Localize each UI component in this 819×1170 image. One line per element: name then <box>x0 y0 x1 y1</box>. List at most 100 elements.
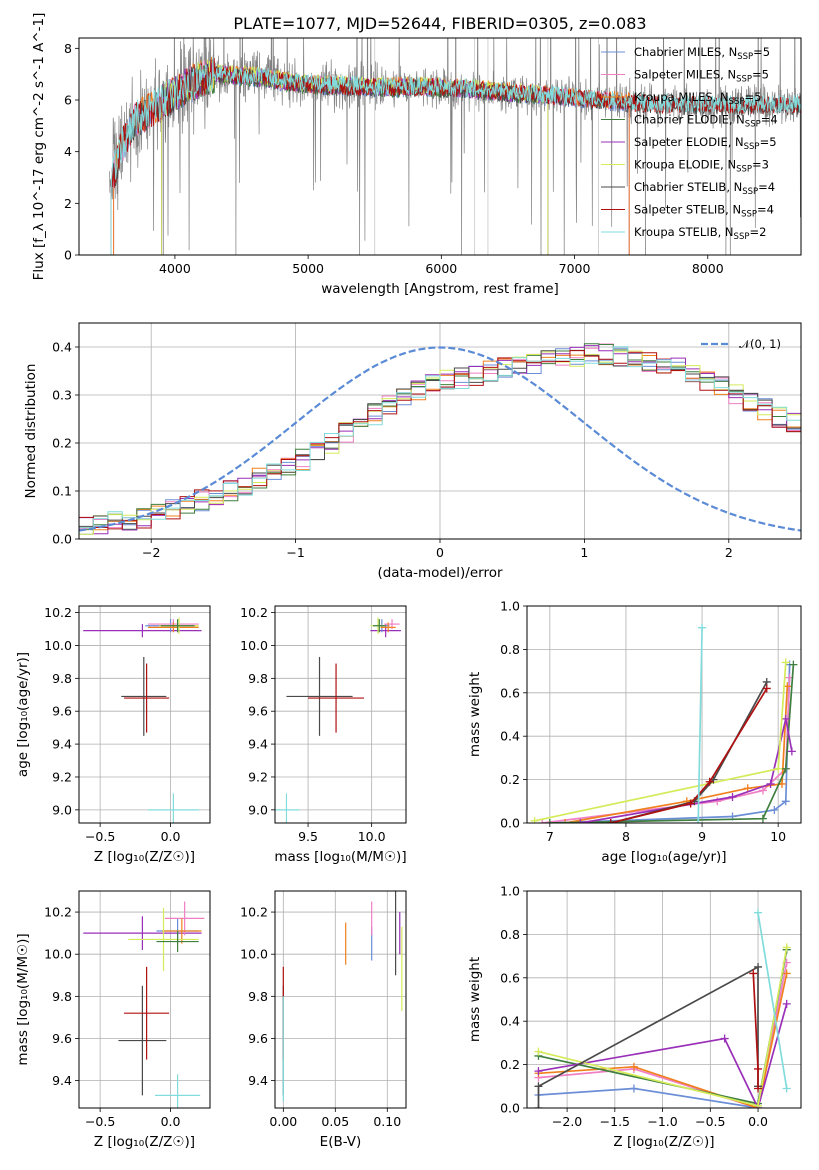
age-vs-mass-panel: 9.5 10.0 9.0 9.2 9.4 9.6 9.8 10.0 10.2 mass [log₁… <box>240 605 406 865</box>
legend-entry: Chabrier ELODIE, NSSP=4 <box>634 113 778 130</box>
data-point-marker <box>694 819 703 823</box>
series-chabrier-elodie <box>545 660 798 823</box>
data-point-marker <box>561 819 570 823</box>
x-tick-label: 8000 <box>692 261 724 276</box>
legend-entry: 𝒩(0, 1) <box>739 337 781 351</box>
axes-frame <box>274 605 407 824</box>
y-tick-label: 0.8 <box>500 927 520 942</box>
errorbar-chabrier-elodie <box>372 619 386 633</box>
errorbar-kroupa-stelib <box>275 793 300 823</box>
y-tick-label: 10.2 <box>240 605 268 620</box>
x-tick-label: 7 <box>546 829 554 844</box>
y-tick-label: 0.2 <box>500 772 520 787</box>
y-tick-label: 9.6 <box>52 1031 72 1046</box>
y-tick-label: 9.8 <box>248 989 268 1004</box>
legend-entry: Salpeter ELODIE, NSSP=5 <box>634 135 777 152</box>
y-tick-label: 0.1 <box>52 484 72 499</box>
x-tick-label: −0.5 <box>85 1114 115 1129</box>
x-tick-label: 10 <box>770 829 786 844</box>
data-point-marker <box>782 969 791 978</box>
y-tick-label: 9.0 <box>248 802 268 817</box>
y-tick-label: 0.4 <box>500 1014 520 1029</box>
y-tick-label: 9.8 <box>52 671 72 686</box>
x-axis-label: Z [log₁₀(Z/Z☉)] <box>94 1134 195 1150</box>
histogram-kroupa-stelib <box>79 346 801 529</box>
data-point-marker <box>754 1101 763 1108</box>
spectrum-panel: 4000 5000 6000 7000 8000 0 2 4 6 8 wavelength [Ang… <box>31 13 802 297</box>
y-axis-label: mass weight <box>467 957 483 1042</box>
series-kroupa-elodie <box>530 658 790 823</box>
axes-frame <box>274 890 407 1109</box>
series-line <box>538 1003 788 1108</box>
errorbar-salpeter-elodie <box>83 624 202 638</box>
y-tick-label: 9.2 <box>248 769 268 784</box>
y-tick-label: 0.6 <box>500 685 520 700</box>
data-point-marker <box>770 805 779 814</box>
massweight-vs-Z-plot-area <box>534 908 791 1108</box>
series-salpeter-stelib <box>749 969 763 1093</box>
x-tick-label: 0.00 <box>269 1114 297 1129</box>
legend-entry: Salpeter MILES, NSSP=5 <box>634 68 769 85</box>
data-point-marker <box>774 764 783 773</box>
errorbar-chabrier-stelib <box>286 656 353 736</box>
errorbar-chabrier-stelib <box>121 656 167 736</box>
age-vs-mass-plot-area <box>275 617 401 823</box>
y-tick-label: 10.2 <box>240 905 268 920</box>
data-point-marker <box>534 1047 543 1056</box>
y-axis-label: Normed distribution <box>23 364 39 499</box>
data-point-marker <box>762 684 771 693</box>
x-axis-label: wavelength [Angstrom, rest frame] <box>321 281 559 297</box>
data-point-marker <box>789 660 798 669</box>
x-tick-label: 0.05 <box>321 1114 349 1129</box>
series-salpeter-miles <box>538 673 794 823</box>
y-tick-label: 0.2 <box>52 436 72 451</box>
y-tick-label: 10.2 <box>44 605 72 620</box>
data-point-marker <box>754 1084 763 1093</box>
data-point-marker <box>705 777 714 786</box>
axes-frame <box>78 322 802 540</box>
series-salpeter-stelib <box>606 684 771 823</box>
data-point-marker <box>686 799 695 808</box>
data-point-marker <box>781 764 790 773</box>
y-tick-label: 10.0 <box>44 638 72 653</box>
x-tick-label: −0.5 <box>85 829 115 844</box>
legend-entry: Kroupa ELODIE, NSSP=3 <box>634 158 769 175</box>
errorbar-salpeter-elodie <box>83 916 202 950</box>
data-point-marker <box>576 819 585 823</box>
residuals-panel: −2 −1 0 1 2 0.0 0.1 0.2 0.3 0.4 (data-model)/error… <box>23 322 802 581</box>
y-tick-label: 9.6 <box>52 704 72 719</box>
mass-vs-Z-panel: −0.5 0.0 9.4 9.6 9.8 10.0 10.2 Z [log₁₀(Z/Z☉)] m… <box>15 890 211 1150</box>
errorbar-salpeter-miles <box>164 901 205 936</box>
series-line <box>697 627 703 823</box>
data-point-marker <box>758 786 767 795</box>
mass-vs-EBV-panel: 0.00 0.05 0.10 9.4 9.6 9.8 10.0 10.2 E(B-V) <box>240 890 407 1150</box>
panels-container: 4000 5000 6000 7000 8000 0 2 4 6 8 wavelength [Ang… <box>15 13 802 1150</box>
y-tick-label: 0.0 <box>500 1101 520 1116</box>
x-tick-label: 5000 <box>292 261 324 276</box>
y-tick-label: 9.0 <box>52 802 72 817</box>
data-point-marker <box>713 797 722 806</box>
data-point-marker <box>787 747 796 756</box>
normal-distribution-curve <box>79 346 801 532</box>
histogram-chabrier-miles <box>79 347 801 535</box>
data-point-marker <box>781 714 790 723</box>
model-spectrum-kroupa-stelib <box>110 57 801 255</box>
axes-frame <box>78 37 802 256</box>
series-line <box>610 688 768 823</box>
errorbar-salpeter-stelib <box>124 663 170 733</box>
y-tick-label: 9.8 <box>248 671 268 686</box>
x-tick-label: 1 <box>580 545 588 560</box>
x-tick-label: 8 <box>622 829 630 844</box>
data-point-marker <box>534 1104 543 1108</box>
data-point-marker <box>545 819 554 823</box>
errorbar-chabrier-elodie <box>160 619 195 633</box>
series-salpeter-elodie <box>576 714 796 823</box>
data-point-marker <box>782 1084 791 1093</box>
series-chabrier-stelib <box>534 962 763 1108</box>
y-tick-label: 0.8 <box>500 642 520 657</box>
age-vs-Z-plot-area <box>83 617 202 823</box>
data-point-marker <box>538 819 547 823</box>
errorbar-chabrier-stelib <box>118 985 167 1096</box>
x-tick-label: 10.0 <box>358 829 386 844</box>
